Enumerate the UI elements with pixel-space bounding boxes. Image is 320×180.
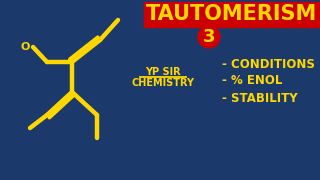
Text: - % ENOL: - % ENOL [222, 75, 282, 87]
Text: - CONDITIONS: - CONDITIONS [222, 57, 315, 71]
Text: YP SIR: YP SIR [145, 67, 181, 77]
Circle shape [198, 26, 220, 48]
Text: 3: 3 [203, 28, 215, 46]
Text: O: O [20, 42, 30, 52]
Text: - STABILITY: - STABILITY [222, 91, 298, 105]
Text: CHEMISTRY: CHEMISTRY [132, 78, 195, 88]
Text: TAUTOMERISM: TAUTOMERISM [146, 4, 318, 24]
